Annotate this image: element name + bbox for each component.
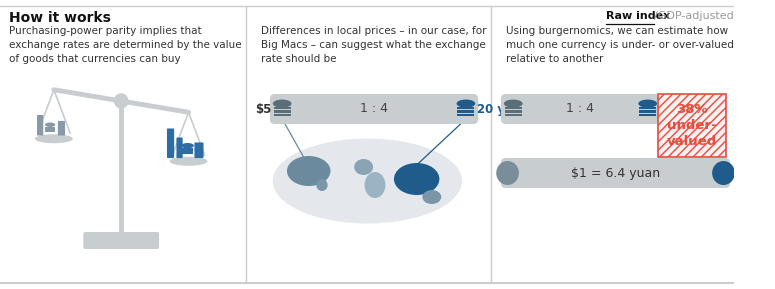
FancyBboxPatch shape — [177, 138, 183, 158]
FancyBboxPatch shape — [182, 152, 193, 154]
Text: $5: $5 — [256, 103, 272, 116]
Ellipse shape — [287, 156, 330, 186]
Text: 1 : 4: 1 : 4 — [567, 103, 594, 116]
FancyBboxPatch shape — [457, 114, 474, 116]
FancyBboxPatch shape — [658, 94, 726, 157]
Text: Using burgernomics, we can estimate how
much one currency is under- or over-valu: Using burgernomics, we can estimate how … — [505, 26, 734, 64]
Ellipse shape — [273, 99, 291, 108]
FancyBboxPatch shape — [501, 158, 730, 188]
Ellipse shape — [35, 134, 73, 143]
Text: Raw index: Raw index — [606, 11, 674, 21]
Text: Purchasing-power parity implies that
exchange rates are determined by the value
: Purchasing-power parity implies that exc… — [9, 26, 242, 64]
Text: /GDP-adjusted: /GDP-adjusted — [654, 11, 734, 21]
FancyBboxPatch shape — [84, 232, 159, 249]
Ellipse shape — [170, 157, 208, 166]
Ellipse shape — [316, 179, 328, 191]
FancyBboxPatch shape — [274, 114, 291, 116]
Text: Big Mac exchange rate: Big Mac exchange rate — [312, 96, 432, 106]
Text: $1 = 6.4 yuan: $1 = 6.4 yuan — [571, 166, 660, 179]
FancyBboxPatch shape — [182, 148, 193, 149]
FancyBboxPatch shape — [505, 114, 522, 116]
FancyBboxPatch shape — [501, 94, 660, 124]
Ellipse shape — [181, 143, 194, 148]
Text: 20 yuan: 20 yuan — [477, 103, 530, 116]
Circle shape — [712, 161, 735, 185]
Text: How it works: How it works — [9, 11, 112, 25]
Ellipse shape — [354, 159, 373, 175]
FancyBboxPatch shape — [457, 110, 474, 113]
FancyBboxPatch shape — [270, 94, 478, 124]
Ellipse shape — [456, 99, 475, 108]
Ellipse shape — [504, 99, 522, 108]
Ellipse shape — [45, 123, 55, 127]
Ellipse shape — [273, 138, 462, 223]
Ellipse shape — [422, 190, 441, 204]
FancyBboxPatch shape — [505, 110, 522, 113]
FancyBboxPatch shape — [182, 150, 193, 152]
FancyBboxPatch shape — [37, 115, 43, 136]
Circle shape — [115, 94, 128, 108]
Ellipse shape — [364, 172, 385, 198]
FancyBboxPatch shape — [639, 107, 656, 109]
Text: 1 : 4: 1 : 4 — [360, 103, 388, 116]
FancyBboxPatch shape — [46, 127, 55, 128]
Ellipse shape — [639, 99, 657, 108]
Circle shape — [496, 161, 519, 185]
Text: 38%
under-
valued: 38% under- valued — [667, 103, 718, 148]
FancyBboxPatch shape — [46, 128, 55, 130]
Text: Differences in local prices – in our case, for
Big Macs – can suggest what the e: Differences in local prices – in our cas… — [261, 26, 487, 64]
FancyBboxPatch shape — [58, 121, 65, 136]
FancyBboxPatch shape — [274, 110, 291, 113]
FancyBboxPatch shape — [274, 107, 291, 109]
FancyBboxPatch shape — [167, 129, 174, 158]
Text: Big Mac exchange rate: Big Mac exchange rate — [505, 96, 625, 106]
Text: Actual exchange rate: Actual exchange rate — [505, 159, 617, 169]
FancyBboxPatch shape — [639, 110, 656, 113]
FancyBboxPatch shape — [457, 107, 474, 109]
Ellipse shape — [394, 163, 439, 195]
FancyBboxPatch shape — [505, 107, 522, 109]
FancyBboxPatch shape — [46, 130, 55, 132]
FancyBboxPatch shape — [639, 114, 656, 116]
FancyBboxPatch shape — [195, 142, 204, 158]
